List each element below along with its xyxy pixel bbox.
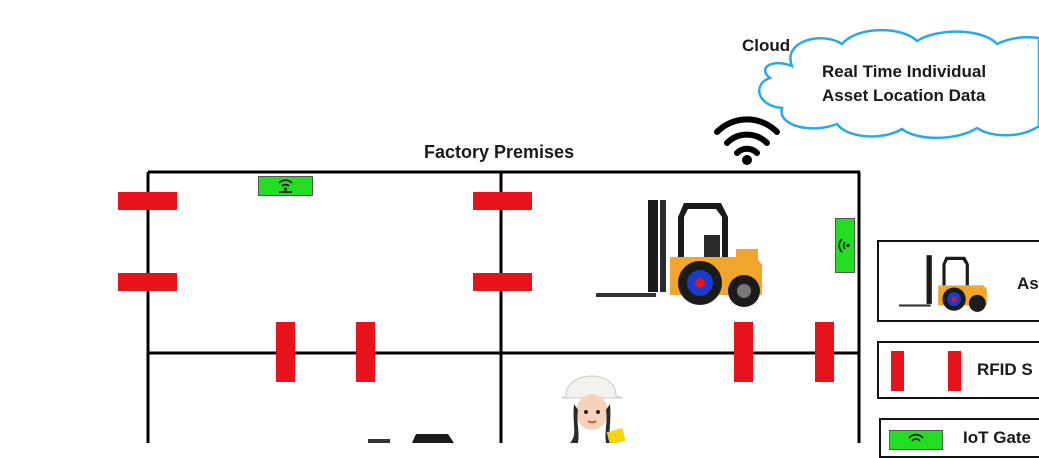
cloud-label: Cloud: [742, 36, 791, 55]
asset-tracking-diagram: Cloud Real Time Individual Asset Locatio…: [118, 28, 1039, 458]
rfid-sensor-icon: [473, 192, 532, 210]
rfid-sensor-icon: [118, 273, 177, 291]
cloud-icon: [758, 28, 1039, 140]
rfid-sensor-icon: [815, 322, 834, 382]
rfid-sensor-icon: [473, 273, 532, 291]
rfid-sensor-icon: [118, 192, 177, 210]
cloud-text-line2: Asset Location Data: [822, 86, 986, 105]
rfid-sensor-icon: [891, 351, 904, 391]
cloud-text-line1: Real Time Individual: [822, 62, 987, 81]
rfid-sensor-icon: [356, 322, 375, 382]
rfid-sensor-icon: [734, 322, 753, 382]
forklift-icon: [899, 255, 987, 312]
worker-icon: [561, 375, 626, 443]
legend-gateway: IoT Gate: [879, 418, 1039, 458]
rfid-sensor-icon: [948, 351, 961, 391]
iot-gateway-icon: [889, 430, 943, 450]
forklift-icon: [596, 200, 762, 307]
premises-title: Factory Premises: [424, 142, 575, 162]
legend-asset-label: As: [1017, 274, 1039, 293]
legend-asset: As: [877, 240, 1039, 322]
iot-gateway-icon: [835, 218, 855, 273]
forklift-icon: [368, 434, 454, 443]
legend-rfid-label: RFID S: [977, 360, 1033, 379]
legend-gateway-label: IoT Gate: [963, 428, 1032, 447]
rfid-sensor-icon: [276, 322, 295, 382]
legend-rfid: RFID S: [877, 341, 1039, 399]
wifi-icon: [714, 116, 780, 165]
iot-gateway-icon: [258, 176, 313, 196]
